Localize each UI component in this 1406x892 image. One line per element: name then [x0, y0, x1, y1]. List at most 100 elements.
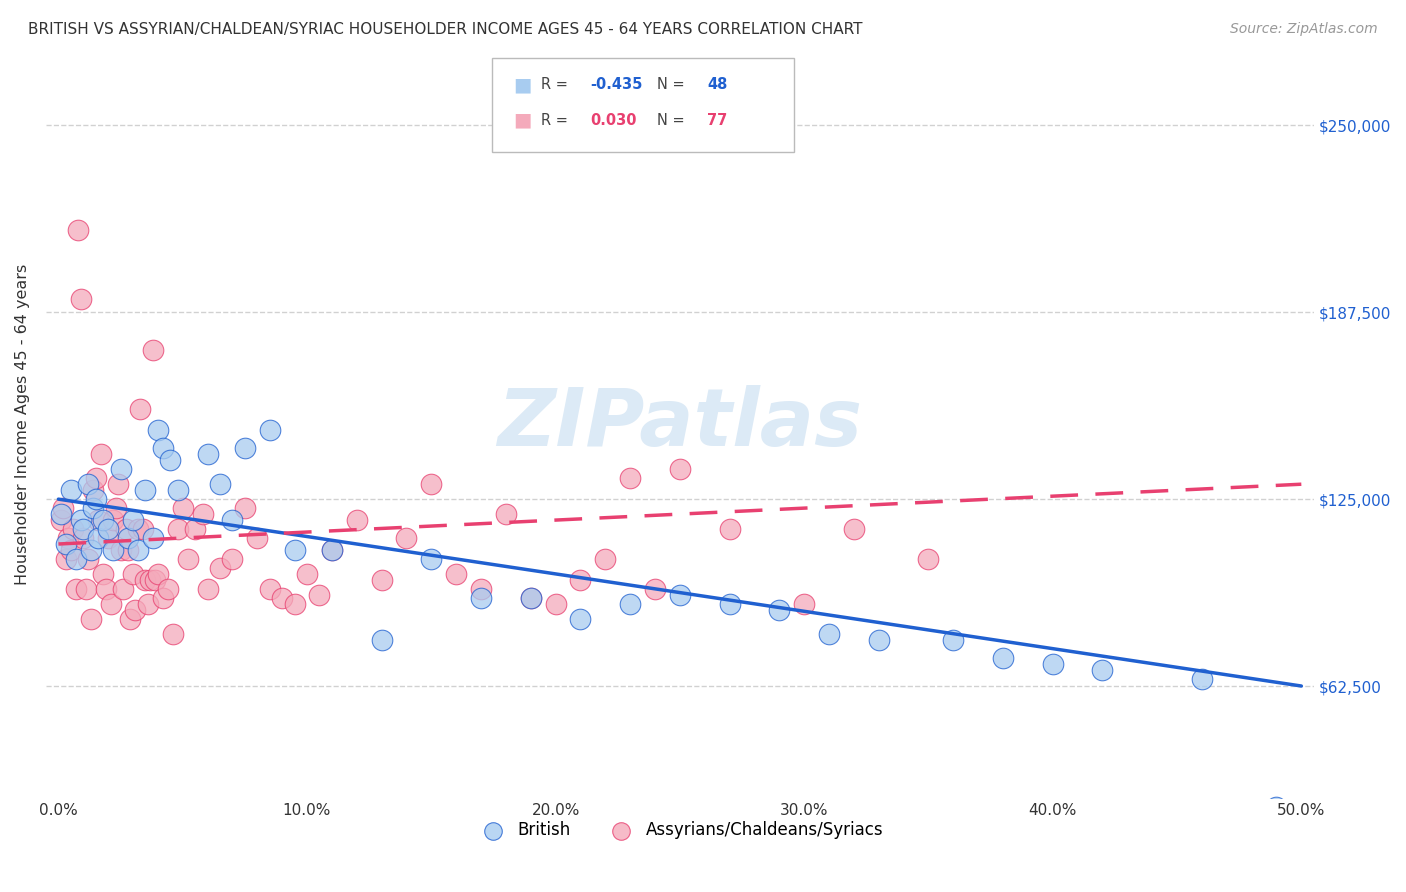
Point [619, 597, 641, 611]
Point [90, 447, 112, 461]
Point [49, 513, 72, 527]
Point [259, 423, 281, 437]
Point [519, 591, 541, 605]
Legend: British, Assyrians/Chaldeans/Syriacs: British, Assyrians/Chaldeans/Syriacs [470, 814, 890, 846]
Point [139, 573, 162, 587]
Point [58, 531, 80, 545]
Point [818, 626, 841, 640]
Text: -0.435: -0.435 [591, 78, 643, 92]
Point [321, 543, 343, 558]
Point [65, 552, 87, 566]
Text: ■: ■ [513, 111, 531, 130]
Point [1191, 672, 1213, 686]
Point [91, 566, 114, 581]
Point [87, 513, 110, 527]
Point [868, 632, 890, 647]
Point [259, 582, 281, 596]
Point [768, 603, 790, 617]
Point [117, 543, 139, 558]
Point [142, 531, 165, 545]
Point [395, 531, 418, 545]
Point [134, 483, 156, 498]
Point [176, 552, 198, 566]
Point [122, 566, 145, 581]
Point [122, 513, 145, 527]
Point [77, 552, 100, 566]
Point [470, 591, 492, 605]
Point [136, 597, 159, 611]
Point [208, 477, 231, 491]
Point [444, 566, 467, 581]
Point [146, 566, 169, 581]
Point [114, 522, 136, 536]
Point [295, 566, 318, 581]
Point [112, 582, 135, 596]
Point [718, 597, 741, 611]
Point [75, 582, 97, 596]
Point [110, 462, 132, 476]
Point [127, 522, 149, 536]
Text: ■: ■ [513, 75, 531, 95]
Point [569, 573, 592, 587]
Point [233, 501, 256, 516]
Point [97, 522, 120, 536]
Point [84, 492, 107, 507]
Point [69, 292, 91, 306]
Point [197, 582, 219, 596]
Point [544, 597, 567, 611]
Point [87, 531, 110, 545]
Point [208, 561, 231, 575]
Point [166, 483, 188, 498]
Point [82, 501, 104, 516]
Point [91, 513, 114, 527]
Point [84, 471, 107, 485]
Point [82, 483, 104, 498]
Point [644, 582, 666, 596]
Point [120, 612, 142, 626]
Point [104, 501, 127, 516]
Point [80, 543, 103, 558]
Point [308, 588, 330, 602]
Point [134, 573, 156, 587]
Point [470, 582, 492, 596]
Point [166, 522, 188, 536]
Point [59, 483, 82, 498]
Point [110, 543, 132, 558]
Point [569, 612, 592, 626]
Point [619, 471, 641, 485]
Point [197, 447, 219, 461]
Point [669, 588, 692, 602]
Point [156, 582, 179, 596]
Point [1091, 663, 1114, 677]
Point [669, 462, 692, 476]
Point [246, 531, 269, 545]
Point [321, 543, 343, 558]
Point [271, 591, 294, 605]
Point [420, 552, 443, 566]
Point [420, 477, 443, 491]
Point [49, 507, 72, 521]
Text: ZIPatlas: ZIPatlas [498, 385, 862, 464]
Point [77, 477, 100, 491]
Text: 0.030: 0.030 [591, 113, 637, 128]
Point [793, 597, 815, 611]
Text: Source: ZipAtlas.com: Source: ZipAtlas.com [1230, 22, 1378, 37]
Point [143, 573, 166, 587]
Point [94, 582, 117, 596]
Point [65, 582, 87, 596]
Point [1042, 657, 1064, 671]
Y-axis label: Householder Income Ages 45 - 64 years: Householder Income Ages 45 - 64 years [15, 264, 30, 585]
Point [69, 513, 91, 527]
Point [917, 552, 939, 566]
Text: N =: N = [657, 113, 689, 128]
Point [80, 612, 103, 626]
Point [519, 591, 541, 605]
Point [152, 442, 174, 456]
Point [152, 591, 174, 605]
Text: R =: R = [541, 113, 578, 128]
Point [1265, 800, 1288, 814]
Point [172, 501, 194, 516]
Point [55, 537, 77, 551]
Point [191, 507, 214, 521]
Point [233, 442, 256, 456]
